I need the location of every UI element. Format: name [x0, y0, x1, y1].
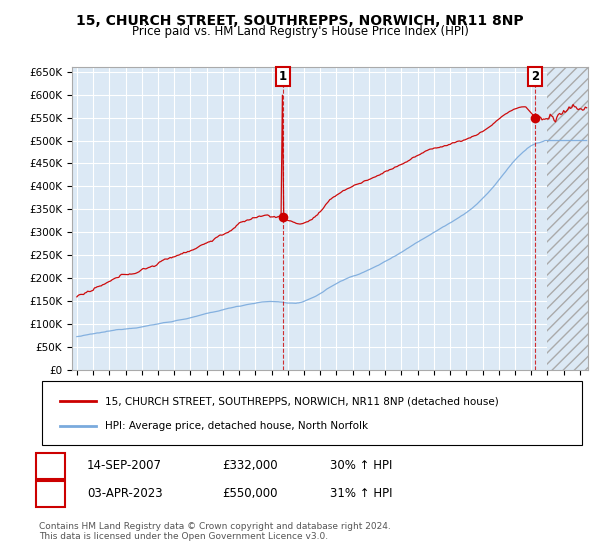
- Text: £332,000: £332,000: [222, 459, 278, 473]
- Text: 31% ↑ HPI: 31% ↑ HPI: [330, 487, 392, 501]
- Text: 15, CHURCH STREET, SOUTHREPPS, NORWICH, NR11 8NP: 15, CHURCH STREET, SOUTHREPPS, NORWICH, …: [76, 14, 524, 28]
- Text: 15, CHURCH STREET, SOUTHREPPS, NORWICH, NR11 8NP (detached house): 15, CHURCH STREET, SOUTHREPPS, NORWICH, …: [105, 396, 499, 407]
- Bar: [547, 67, 593, 370]
- Text: 03-APR-2023: 03-APR-2023: [87, 487, 163, 501]
- Text: 1: 1: [279, 70, 287, 83]
- Text: 2: 2: [46, 487, 55, 501]
- Text: £550,000: £550,000: [222, 487, 277, 501]
- Text: Price paid vs. HM Land Registry's House Price Index (HPI): Price paid vs. HM Land Registry's House …: [131, 25, 469, 38]
- Text: 1: 1: [46, 459, 55, 473]
- Text: Contains HM Land Registry data © Crown copyright and database right 2024.
This d: Contains HM Land Registry data © Crown c…: [39, 522, 391, 542]
- Text: 2: 2: [531, 70, 539, 83]
- Text: 14-SEP-2007: 14-SEP-2007: [87, 459, 162, 473]
- Bar: [547, 67, 593, 370]
- Text: 30% ↑ HPI: 30% ↑ HPI: [330, 459, 392, 473]
- Text: HPI: Average price, detached house, North Norfolk: HPI: Average price, detached house, Nort…: [105, 421, 368, 431]
